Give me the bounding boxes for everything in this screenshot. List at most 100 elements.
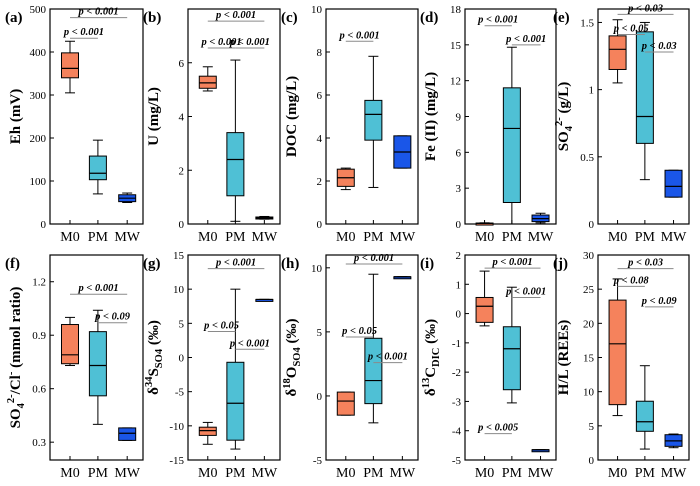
box-M0 [198, 421, 217, 445]
significance-label: p < 0.05 [203, 321, 239, 332]
y-tick-label: 500 [30, 4, 47, 16]
iqr-box [664, 169, 683, 198]
y-tick-label: -10 [169, 421, 184, 433]
y-tick-label: 8 [317, 47, 323, 59]
y-tick-label: 15 [583, 353, 595, 365]
significance-label: p < 0.001 [78, 283, 119, 294]
y-tick-label: 20 [583, 318, 595, 330]
y-tick-label: 0 [317, 219, 323, 231]
category-label: PM [88, 230, 109, 245]
box-M0 [608, 278, 627, 417]
significance-label: p < 0.08 [613, 275, 650, 286]
box-MW [531, 449, 550, 453]
significance-label: p < 0.03 [627, 3, 663, 14]
y-tick-label: 100 [30, 176, 47, 188]
y-tick-label: 6 [456, 147, 462, 159]
y-axis-label: U (mg/L) [146, 87, 162, 146]
panel-a: 0 100 200 300 400 500 M0 PM MW p < 0.001 p < 0.001… [5, 4, 144, 245]
iqr-box [364, 99, 383, 141]
y-axis-label: H/L (REEs) [556, 320, 572, 395]
plot-frame [464, 254, 557, 461]
y-tick-label: 400 [30, 47, 47, 59]
y-tick-label: 5 [589, 421, 595, 433]
category-label: M0 [475, 466, 494, 481]
y-tick-label: -1 [452, 338, 461, 350]
significance-label: p < 0.005 [477, 423, 518, 434]
iqr-box [635, 400, 654, 432]
y-tick-label: 10 [173, 284, 185, 296]
y-tick-label: 15 [173, 250, 185, 262]
box-PM [502, 46, 521, 225]
category-label: PM [363, 466, 384, 481]
category-label: M0 [336, 466, 355, 481]
box-MW [118, 427, 137, 441]
y-tick-label: 1.2 [32, 277, 46, 289]
y-tick-label: -2 [452, 367, 461, 379]
y-tick-label: -5 [175, 387, 185, 399]
y-tick-label: 10 [311, 263, 323, 275]
significance-label: p < 0.03 [627, 258, 663, 269]
category-label: M0 [475, 230, 494, 245]
significance-label: p < 0.09 [641, 296, 678, 307]
y-tick-label: 0 [179, 353, 185, 365]
panel-e: 0 0.5 1 1.5 M0 PM MW p < 0.03 p < 0.05 p < 0.03 (e… [553, 3, 690, 245]
category-label: PM [635, 466, 656, 481]
y-tick-label: 5 [179, 318, 185, 330]
significance-label: p < 0.001 [367, 352, 408, 363]
iqr-box [88, 155, 107, 181]
iqr-box [226, 361, 245, 441]
y-tick-label: 2 [317, 176, 323, 188]
y-tick-label: 0 [456, 309, 462, 321]
significance-label: p < 0.001 [353, 253, 394, 264]
box-M0 [475, 270, 494, 327]
y-tick-label: 2 [179, 165, 185, 177]
y-tick-label: 2 [456, 250, 462, 262]
y-axis-label: Fe (II) (mg/L) [423, 72, 439, 161]
box-MW [664, 433, 683, 449]
category-label: M0 [336, 230, 355, 245]
panel-label: (e) [553, 10, 570, 26]
category-label: M0 [608, 230, 627, 245]
category-label: MW [114, 230, 140, 245]
y-tick-label: 10 [311, 4, 323, 16]
box-M0 [336, 167, 355, 191]
y-tick-label: 18 [450, 4, 462, 16]
box-PM [364, 55, 383, 188]
category-label: M0 [198, 230, 217, 245]
category-label: PM [502, 230, 523, 245]
significance-label: p < 0.05 [341, 326, 377, 337]
category-label: PM [635, 230, 656, 245]
box-MW [255, 215, 274, 220]
category-label: MW [114, 466, 140, 481]
iqr-box [336, 391, 355, 416]
category-label: MW [528, 466, 554, 481]
iqr-box [608, 299, 627, 406]
box-MW [255, 298, 274, 302]
panel-label: (b) [143, 10, 161, 26]
significance-label: p < 0.001 [477, 15, 518, 26]
panel-label: (g) [143, 256, 161, 272]
y-axis-label: δ34SSO4 (‰) [144, 320, 165, 395]
iqr-box [635, 31, 654, 144]
y-tick-label: 12 [450, 76, 461, 88]
category-label: MW [252, 466, 278, 481]
box-MW [393, 135, 412, 169]
y-tick-label: 4 [179, 112, 185, 124]
box-PM [226, 288, 245, 450]
y-tick-label: 9 [456, 112, 462, 124]
category-label: PM [225, 466, 246, 481]
box-M0 [60, 40, 79, 94]
significance-label: p < 0.001 [63, 27, 104, 38]
y-tick-label: 15 [450, 40, 462, 52]
panel-label: (c) [281, 10, 298, 26]
y-tick-label: 1 [589, 85, 595, 97]
y-tick-label: 0 [317, 391, 323, 403]
plot-frame [325, 254, 419, 461]
significance-label: p < 0.05 [613, 24, 649, 35]
y-tick-label: 0 [179, 219, 185, 231]
iqr-box [60, 52, 79, 79]
plot-frame [49, 254, 144, 461]
box-MW [118, 192, 137, 203]
iqr-box [198, 75, 217, 89]
